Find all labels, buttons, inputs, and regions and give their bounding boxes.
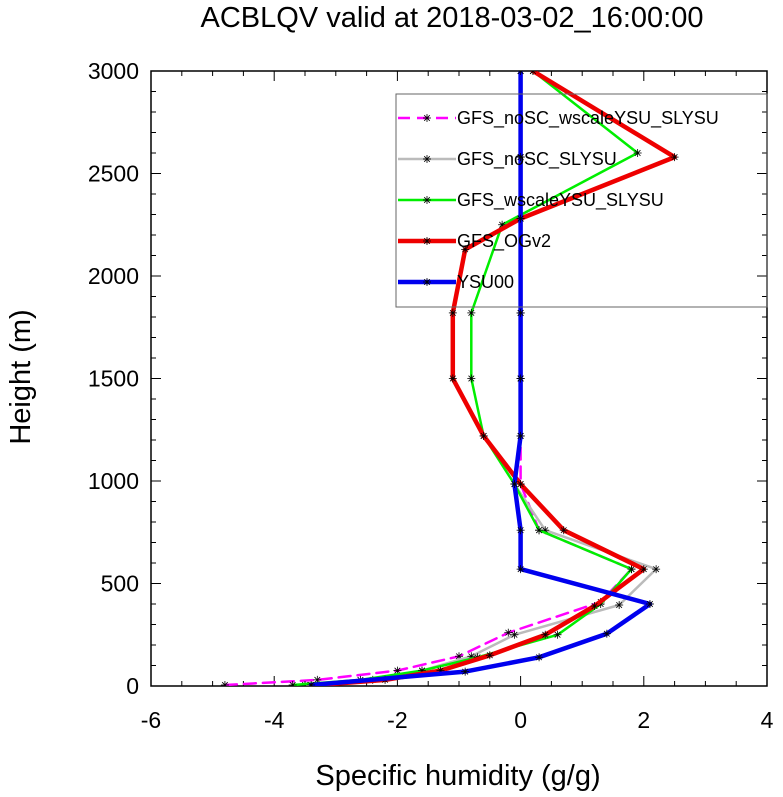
series-point (309, 681, 315, 686)
x-tick-label: -2 (387, 707, 407, 733)
series-point (653, 566, 660, 573)
x-tick-label: 2 (637, 707, 650, 733)
series-point (462, 668, 469, 675)
series-point (505, 629, 512, 636)
series-point (591, 602, 598, 610)
chart-title: ACBLQV valid at 2018-03-02_16:00:00 (200, 2, 703, 34)
legend: GFS_noSC_wscaleYSU_SLYSU GFS_noSC_SLYSU GF… (395, 93, 768, 308)
series-point (646, 600, 654, 608)
series-point (671, 154, 678, 161)
legend-item: YSU00 (398, 272, 514, 292)
series-point (517, 154, 524, 161)
series-point (517, 480, 524, 488)
series-point (511, 631, 518, 638)
legend-marker (423, 114, 431, 122)
legend-marker (423, 196, 431, 204)
series-point (529, 71, 534, 75)
series-point (517, 71, 522, 75)
series-point (640, 566, 647, 573)
series-point (628, 566, 635, 573)
y-tick-label: 2500 (88, 161, 139, 187)
y-axis-title: Height (m) (5, 309, 37, 444)
legend-marker (423, 237, 431, 245)
x-tick-label: 0 (514, 707, 527, 733)
legend-label: GFS_wscaleYSU_SLYSU (457, 190, 664, 211)
series-point (517, 432, 524, 439)
series-point (517, 566, 524, 573)
legend-label: GFS_noSC_SLYSU (457, 149, 617, 170)
y-tick-label: 500 (101, 571, 139, 597)
series-point (449, 309, 456, 316)
legend-item: GFS_OGv2 (398, 231, 551, 252)
series-point (511, 480, 518, 488)
series-point (520, 71, 524, 75)
series-point (517, 215, 524, 222)
series-point (499, 221, 506, 228)
y-tick-label: 0 (126, 673, 139, 699)
series-point (394, 667, 401, 674)
series-point (517, 375, 524, 382)
x-tick-label: 4 (761, 707, 774, 733)
series-point (535, 527, 543, 534)
y-tick-label: 1000 (88, 468, 139, 494)
series-point (462, 246, 469, 253)
legend-label: GFS_OGv2 (457, 231, 551, 252)
legend-item: GFS_wscaleYSU_SLYSU (398, 190, 664, 211)
series-point (480, 432, 487, 439)
x-axis-title: Specific humidity (g/g) (315, 760, 600, 792)
series-point (560, 527, 567, 534)
legend-label: GFS_noSC_wscaleYSU_SLYSU (457, 108, 719, 129)
legend-item: GFS_noSC_SLYSU (398, 149, 617, 170)
legend-box (395, 93, 768, 308)
plot-area: -6 -4 -2 0 2 4 0 500 1000 1500 2000 2500 3000 GFS_noS… (88, 58, 774, 733)
series-point (468, 309, 475, 316)
series-point (517, 309, 524, 316)
series-point (468, 375, 475, 382)
legend-item: GFS_noSC_wscaleYSU_SLYSU (398, 108, 719, 129)
series-point (532, 71, 537, 75)
legend-label: YSU00 (457, 272, 514, 292)
series-group (220, 71, 679, 686)
series-point (603, 630, 610, 637)
series-point (223, 681, 229, 686)
legend-marker (423, 278, 431, 286)
series-point (535, 654, 543, 661)
x-tick-label: -6 (141, 707, 161, 733)
series-point (616, 601, 623, 609)
y-tick-label: 3000 (88, 58, 139, 84)
series-point (554, 631, 561, 638)
series-line (308, 71, 653, 686)
series-point (449, 375, 456, 382)
series-point (634, 149, 641, 157)
series-point (291, 681, 296, 686)
y-tick-label: 1500 (88, 366, 139, 392)
series-point (542, 631, 549, 638)
series-point (517, 527, 524, 534)
series-point (314, 676, 321, 683)
series-line (315, 71, 677, 686)
x-tick-label: -4 (264, 707, 285, 733)
legend-marker (423, 155, 431, 163)
series-point (486, 652, 493, 659)
y-tick-label: 2000 (88, 263, 139, 289)
series-point (455, 653, 463, 660)
series-5 (307, 71, 654, 686)
